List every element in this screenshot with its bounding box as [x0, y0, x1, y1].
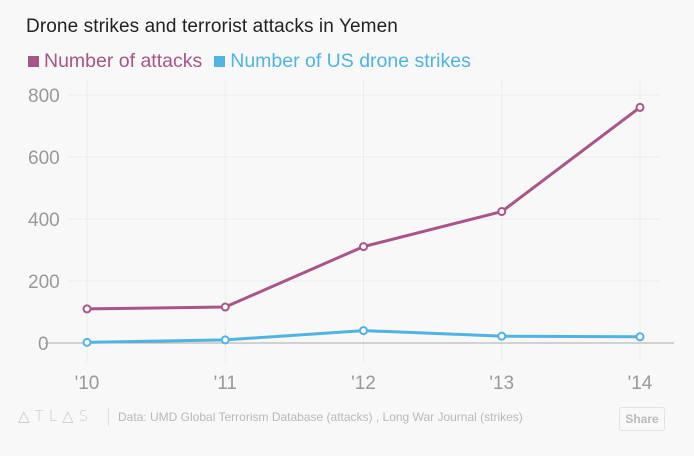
legend-swatch-strikes	[214, 56, 226, 67]
data-point-strikes	[82, 337, 92, 347]
line-chart: 0 200 400 600 800 '10 '11 '12 '13 '14	[28, 80, 674, 394]
y-tick-label: 0	[38, 334, 49, 355]
legend-item-attacks[interactable]: Number of attacks	[28, 50, 202, 73]
x-tick-label: '10	[75, 373, 100, 394]
data-point-attacks	[359, 242, 368, 252]
x-tick-label: '11	[214, 373, 237, 394]
data-point-attacks	[82, 304, 92, 314]
data-point-strikes	[359, 326, 368, 336]
data-point-strikes	[220, 335, 230, 345]
legend-item-strikes[interactable]: Number of US drone strikes	[214, 50, 471, 73]
footer: △TL△S Data: UMD Global Terrorism Databas…	[18, 403, 678, 433]
data-point-strikes	[497, 331, 507, 341]
x-tick-label: '12	[351, 373, 376, 394]
data-point-attacks	[220, 302, 230, 312]
legend-label-strikes: Number of US drone strikes	[230, 50, 471, 72]
data-point-attacks	[497, 207, 507, 217]
share-button[interactable]: Share	[619, 407, 665, 431]
data-point-attacks	[635, 102, 645, 112]
x-tick-label: '13	[489, 373, 514, 394]
legend-swatch-attacks	[28, 56, 39, 67]
y-tick-label: 600	[28, 148, 60, 169]
footer-divider	[108, 408, 109, 426]
atlas-logo[interactable]: △TL△S	[18, 407, 94, 425]
chart-title: Drone strikes and terrorist attacks in Y…	[26, 16, 398, 37]
data-point-strikes	[635, 332, 645, 342]
y-tick-label: 800	[28, 86, 60, 107]
y-tick-label: 200	[28, 272, 60, 293]
x-tick-label: '14	[628, 373, 653, 394]
data-source: Data: UMD Global Terrorism Database (att…	[118, 410, 523, 424]
y-tick-label: 400	[28, 210, 60, 231]
legend: Number of attacks Number of US drone str…	[28, 50, 471, 73]
legend-label-attacks: Number of attacks	[44, 50, 203, 72]
